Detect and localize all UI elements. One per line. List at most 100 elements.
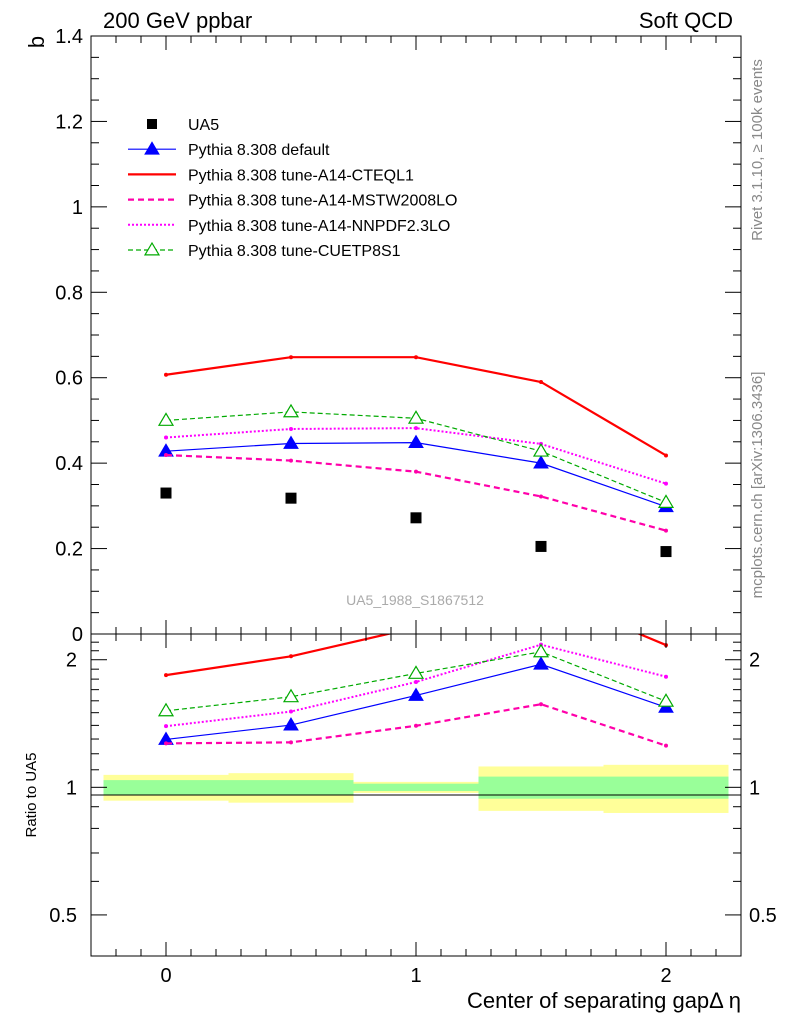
- ratio-y-tick-label-right: 1: [749, 777, 760, 799]
- ratio-axis-ticks: 0.5 0.5 1 1 2 2 0 1 2: [49, 634, 777, 987]
- series-marker-0: [533, 455, 549, 469]
- ratio-point-1: [164, 673, 168, 678]
- series-point-3: [164, 435, 168, 440]
- series-point-1: [289, 355, 293, 360]
- ua5-data-point: [535, 540, 547, 552]
- legend-label-1: Pythia 8.308 tune-A14-CTEQL1: [188, 167, 414, 184]
- ratio-panel: 0.5 0.5 1 1 2 2 0 1 2: [49, 591, 777, 987]
- legend-label-3: Pythia 8.308 tune-A14-NNPDF2.3LO: [188, 218, 450, 235]
- legend-swatch-ua5: [147, 119, 157, 129]
- ua5-data-points: [160, 487, 672, 558]
- ratio-y-tick-label: 0.5: [49, 905, 77, 927]
- x-tick-label: 1: [410, 965, 421, 987]
- ratio-point-3: [164, 724, 168, 729]
- series-point-1: [164, 372, 168, 377]
- ratio-inner-band: [478, 776, 604, 799]
- top-y-tick-label: 0.8: [55, 282, 83, 304]
- series-marker-0: [283, 435, 299, 449]
- series-point-1: [664, 453, 668, 458]
- top-y-tick-label: 0.2: [55, 539, 83, 561]
- ratio-marker-4: [282, 688, 300, 703]
- ratio-inner-band: [103, 780, 229, 795]
- ratio-marker-0: [283, 717, 299, 731]
- legend-label-4: Pythia 8.308 tune-CUETP8S1: [188, 243, 401, 260]
- mcplots-label: mcplots.cern.ch [arXiv:1306.3436]: [749, 372, 766, 599]
- ratio-point-1: [539, 591, 543, 595]
- ratio-y-tick-label-right: 0.5: [749, 905, 777, 927]
- series-point-2: [664, 528, 668, 533]
- ratio-point-2: [164, 741, 168, 746]
- ratio-line-1: [165, 634, 667, 677]
- top-series-group: [157, 355, 675, 533]
- ratio-point-2: [289, 740, 293, 745]
- ratio-marker-4: [532, 643, 550, 658]
- ratio-y-tick-label: 2: [66, 650, 77, 672]
- ratio-y-tick-label-right: 2: [749, 650, 760, 672]
- ratio-series-group: [157, 591, 675, 748]
- header-left-label: 200 GeV ppbar: [103, 8, 252, 33]
- series-point-2: [164, 453, 168, 458]
- series-point-2: [539, 494, 543, 499]
- ratio-marker-0: [408, 687, 424, 701]
- series-marker-4: [282, 403, 300, 418]
- top-y-tick-label: 1.4: [55, 26, 83, 48]
- ratio-y-axis-label: Ratio to UA5: [23, 752, 40, 837]
- ratio-inner-band: [603, 776, 729, 799]
- series-marker-0: [408, 434, 424, 449]
- ratio-point-3: [289, 709, 293, 714]
- x-tick-label: 0: [160, 965, 171, 987]
- series-point-1: [414, 355, 418, 360]
- legend-marker-0: [144, 141, 160, 155]
- x-axis-label: Center of separating gapΔ η: [467, 988, 741, 1013]
- top-y-tick-label: 0.4: [55, 453, 83, 475]
- ratio-marker-0: [533, 656, 549, 670]
- ratio-point-1: [289, 654, 293, 659]
- ratio-point-2: [539, 702, 543, 707]
- ratio-marker-4: [157, 702, 175, 717]
- ratio-point-3: [414, 680, 418, 685]
- top-y-tick-label: 1: [72, 197, 83, 219]
- legend-marker-4: [143, 241, 161, 256]
- ua5-data-point: [660, 546, 672, 558]
- series-line-0: [165, 442, 667, 508]
- series-point-3: [414, 426, 418, 431]
- header-right-label: Soft QCD: [639, 8, 733, 33]
- legend-label-2: Pythia 8.308 tune-A14-MSTW2008LO: [188, 193, 457, 210]
- series-point-1: [539, 379, 543, 384]
- watermark-label: UA5_1988_S1867512: [346, 592, 484, 608]
- ua5-data-point: [285, 492, 297, 504]
- ratio-inner-band: [353, 783, 479, 792]
- top-y-axis-label: b: [24, 36, 49, 48]
- legend-label-ua5: UA5: [188, 117, 219, 134]
- series-point-3: [289, 426, 293, 431]
- ratio-inner-band: [228, 780, 354, 795]
- series-point-3: [664, 481, 668, 486]
- top-panel: UA5_1988_S1867512 0 0.2 0.4 0.6 0.8 1 1.2 1.4: [55, 26, 742, 646]
- ua5-data-point: [410, 512, 422, 524]
- ratio-panel-frame: [90, 633, 742, 957]
- top-axis-ticks: 0 0.2 0.4 0.6 0.8 1 1.2 1.4: [55, 26, 741, 646]
- ratio-marker-4: [407, 665, 425, 679]
- rivet-version-label: Rivet 3.1.10, ≥ 100k events: [749, 59, 766, 241]
- series-point-2: [289, 458, 293, 463]
- ratio-line-3: [165, 643, 667, 728]
- top-y-tick-label: 0: [72, 624, 83, 646]
- ratio-y-tick-label: 1: [66, 777, 77, 799]
- series-marker-4: [407, 410, 425, 424]
- top-y-tick-label: 1.2: [55, 111, 83, 133]
- ratio-point-3: [664, 674, 668, 679]
- series-marker-4: [657, 494, 675, 508]
- ratio-point-2: [664, 743, 668, 748]
- legend-label-0: Pythia 8.308 default: [188, 142, 330, 159]
- ratio-marker-4: [657, 693, 675, 707]
- top-y-tick-label: 0.6: [55, 368, 83, 390]
- series-marker-4: [532, 442, 550, 457]
- series-line-4: [165, 411, 667, 503]
- ratio-point-2: [414, 723, 418, 728]
- series-marker-4: [157, 412, 175, 426]
- legend: UA5 Pythia 8.308 default Pythia 8.308 tune…: [128, 117, 457, 260]
- ua5-data-point: [160, 487, 172, 499]
- series-point-2: [414, 469, 418, 474]
- series-line-3: [165, 427, 667, 485]
